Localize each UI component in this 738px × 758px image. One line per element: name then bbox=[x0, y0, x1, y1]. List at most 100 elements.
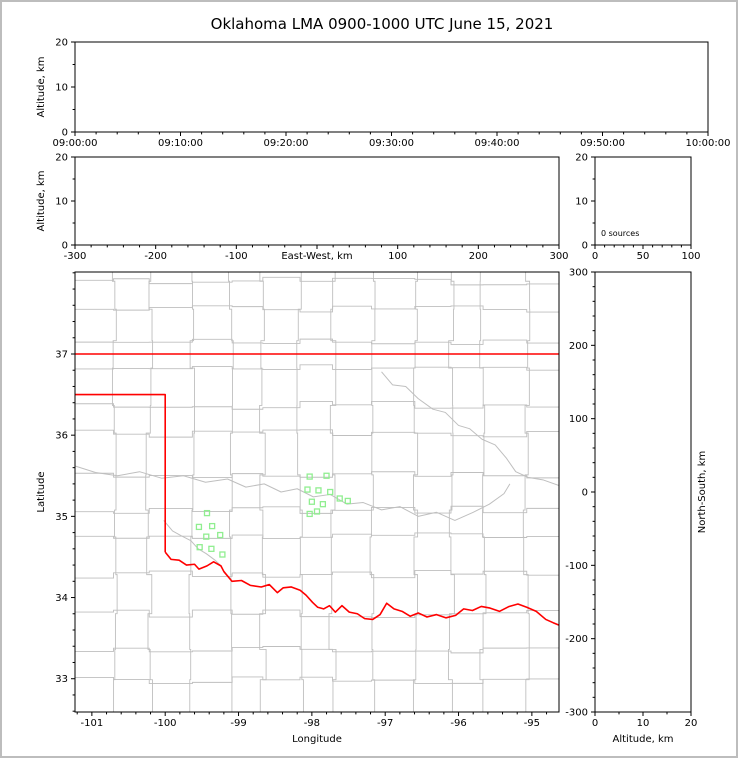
y-tick-label: 0 bbox=[582, 241, 588, 252]
y-tick-label: 37 bbox=[55, 349, 68, 360]
x-tick-label: 100 bbox=[388, 251, 407, 262]
county-line bbox=[145, 272, 154, 712]
tick-labels: -101 -100 -99 -98 -97 -96 -95 33 34 35 36 37 bbox=[55, 349, 540, 729]
x-tick-label: 10 bbox=[637, 718, 650, 729]
station-marker bbox=[306, 473, 313, 480]
y-tick-label: 33 bbox=[55, 674, 68, 685]
x-tick-label: 0 bbox=[592, 718, 598, 729]
station-marker bbox=[327, 488, 334, 496]
x-tick-label: 09:30:00 bbox=[369, 138, 414, 149]
y-tick-label: 20 bbox=[55, 153, 68, 164]
county-line bbox=[369, 272, 376, 712]
county-line bbox=[75, 570, 559, 579]
y-tick-label: 200 bbox=[569, 341, 588, 352]
county-line bbox=[111, 272, 118, 712]
y-tick-label: 0 bbox=[582, 488, 588, 499]
county-line bbox=[328, 272, 337, 712]
oklahoma-state-border bbox=[75, 353, 559, 626]
y-tick-label: 20 bbox=[55, 38, 68, 49]
station-marker bbox=[203, 509, 211, 517]
y-tick-label: -100 bbox=[565, 561, 588, 572]
x-tick-label: 300 bbox=[549, 251, 568, 262]
ticks bbox=[71, 156, 560, 249]
y-axis-title: Altitude, km bbox=[36, 57, 47, 118]
station-marker bbox=[203, 533, 210, 540]
station-marker bbox=[336, 495, 343, 502]
tick-labels: 09:00:00 09:10:00 09:20:00 09:30:00 09:40:00… bbox=[53, 38, 731, 150]
river-line bbox=[75, 465, 511, 521]
x-axis-title: Altitude, km bbox=[613, 734, 674, 745]
county-line bbox=[522, 272, 531, 712]
tick-labels: 0 10 20 -300 -200 -100 0 100 200 300 bbox=[565, 268, 697, 730]
station-marker bbox=[306, 510, 313, 518]
plot-title: Oklahoma LMA 0900-1000 UTC June 15, 2021 bbox=[211, 15, 554, 33]
county-line bbox=[75, 305, 559, 313]
county-line bbox=[75, 400, 559, 410]
county-boundaries bbox=[75, 272, 559, 712]
x-tick-label: 09:40:00 bbox=[475, 138, 520, 149]
station-marker bbox=[304, 486, 311, 493]
y-axis-title: Altitude, km bbox=[36, 171, 47, 232]
y-axis-title: North-South, km bbox=[697, 451, 708, 534]
x-tick-label: 50 bbox=[637, 251, 650, 262]
y-tick-label: 10 bbox=[55, 83, 68, 94]
y-tick-label: 10 bbox=[575, 197, 588, 208]
ticks bbox=[71, 41, 709, 136]
y-axis-title: Latitude bbox=[36, 471, 47, 512]
county-line bbox=[447, 272, 455, 712]
x-tick-label: -96 bbox=[450, 718, 466, 729]
station-marker bbox=[208, 522, 216, 530]
county-line bbox=[412, 272, 419, 712]
y-tick-label: -200 bbox=[565, 634, 588, 645]
x-tick-label: 10:00:00 bbox=[686, 138, 731, 149]
x-tick-label: -98 bbox=[304, 718, 320, 729]
x-tick-label: -300 bbox=[64, 251, 87, 262]
x-tick-label: -95 bbox=[524, 718, 540, 729]
rivers bbox=[75, 371, 559, 566]
y-tick-label: -300 bbox=[565, 708, 588, 719]
station-marker bbox=[308, 498, 316, 505]
river-line bbox=[381, 371, 559, 486]
station-marker bbox=[323, 472, 330, 479]
x-tick-label: 09:00:00 bbox=[53, 138, 98, 149]
x-axis-title: Longitude bbox=[292, 734, 342, 745]
county-line bbox=[75, 532, 559, 540]
station-marker bbox=[208, 545, 215, 552]
y-tick-label: 0 bbox=[62, 241, 68, 252]
x-tick-label: -100 bbox=[154, 718, 177, 729]
county-line bbox=[75, 676, 559, 685]
y-tick-label: 300 bbox=[569, 268, 588, 279]
panel-frame bbox=[74, 156, 560, 246]
river-line bbox=[163, 520, 221, 566]
ticks bbox=[591, 156, 692, 249]
ew_height-panel: -300 -200 -100 100 200 300 0 10 20 Altitude, km Ea… bbox=[36, 153, 569, 263]
county-line bbox=[75, 609, 559, 619]
x-axis-title: East-West, km bbox=[281, 251, 352, 262]
x-tick-label: 09:50:00 bbox=[580, 138, 625, 149]
x-tick-label: -100 bbox=[225, 251, 248, 262]
time_height-panel: 09:00:00 09:10:00 09:20:00 09:30:00 09:40:00… bbox=[36, 38, 730, 150]
county-line bbox=[75, 646, 559, 654]
station-marker bbox=[219, 551, 226, 558]
panel-frame bbox=[74, 41, 709, 133]
ticks bbox=[591, 271, 692, 716]
y-tick-label: 34 bbox=[55, 593, 68, 604]
state-border-line bbox=[75, 393, 166, 553]
county-line bbox=[75, 338, 559, 345]
y-tick-label: 10 bbox=[55, 197, 68, 208]
station-marker bbox=[344, 497, 351, 505]
y-tick-label: 20 bbox=[575, 153, 588, 164]
x-tick-label: -200 bbox=[144, 251, 167, 262]
county-line bbox=[259, 272, 267, 712]
station-marker bbox=[217, 531, 224, 539]
y-tick-label: 0 bbox=[62, 128, 68, 139]
x-tick-label: 200 bbox=[469, 251, 488, 262]
y-tick-label: 36 bbox=[55, 431, 68, 442]
ns_height-panel: 0 10 20 -300 -200 -100 0 100 200 300 North-South, … bbox=[565, 268, 708, 746]
x-tick-label: 09:10:00 bbox=[158, 138, 203, 149]
county-line bbox=[75, 471, 559, 479]
y-tick-label: 35 bbox=[55, 512, 68, 523]
x-tick-label: -101 bbox=[81, 718, 104, 729]
